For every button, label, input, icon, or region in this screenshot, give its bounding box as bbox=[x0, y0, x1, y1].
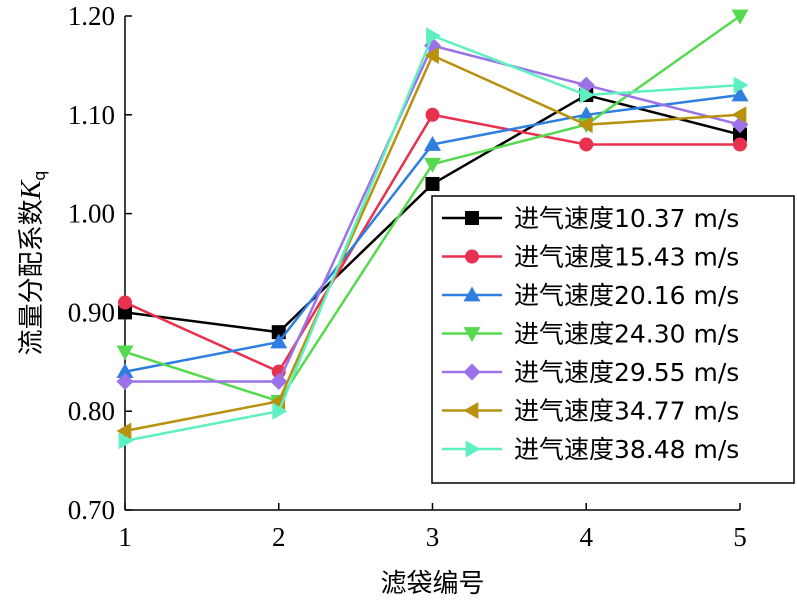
legend-item: 进气速度34.77 m/s bbox=[442, 397, 739, 426]
data-point bbox=[116, 345, 134, 361]
y-axis-title-main: 流量分配系数 bbox=[17, 199, 47, 355]
y-tick-label: 1.20 bbox=[68, 1, 115, 31]
data-point bbox=[118, 305, 132, 320]
x-tick-label: 4 bbox=[580, 522, 594, 552]
y-axis-title-symbol: K bbox=[16, 179, 47, 200]
legend-marker bbox=[465, 440, 481, 458]
data-point bbox=[733, 76, 749, 94]
data-point bbox=[116, 373, 134, 391]
data-point bbox=[577, 116, 593, 134]
legend-label: 进气速度20.16 m/s bbox=[514, 281, 739, 310]
data-point bbox=[116, 363, 134, 379]
data-point bbox=[425, 107, 440, 122]
legend-item: 进气速度24.30 m/s bbox=[442, 320, 739, 349]
data-point bbox=[424, 47, 439, 65]
y-tick-label: 0.70 bbox=[68, 495, 115, 525]
data-point bbox=[270, 373, 288, 391]
data-point bbox=[424, 157, 441, 173]
y-tick-label: 0.90 bbox=[68, 297, 115, 327]
legend-label: 进气速度38.48 m/s bbox=[514, 435, 739, 464]
legend-label: 进气速度34.77 m/s bbox=[514, 397, 739, 426]
data-point bbox=[731, 9, 749, 25]
data-point bbox=[731, 106, 747, 124]
data-point bbox=[118, 295, 132, 310]
legend-marker bbox=[463, 286, 481, 302]
x-tick-label: 5 bbox=[733, 522, 747, 552]
y-tick-label: 1.00 bbox=[68, 199, 115, 229]
series-6 bbox=[116, 47, 747, 440]
data-point bbox=[116, 422, 132, 440]
data-point bbox=[424, 135, 441, 151]
legend-marker bbox=[465, 211, 479, 225]
legend-item: 进气速度10.37 m/s bbox=[442, 204, 739, 233]
legend-marker bbox=[463, 363, 481, 381]
legend-item: 进气速度29.55 m/s bbox=[442, 358, 739, 387]
legend-item: 进气速度20.16 m/s bbox=[442, 281, 739, 310]
legend-marker bbox=[465, 249, 479, 264]
x-axis-title: 滤袋编号 bbox=[380, 569, 484, 599]
data-point bbox=[579, 137, 594, 152]
legend-label: 进气速度10.37 m/s bbox=[514, 204, 739, 233]
series-2 bbox=[118, 107, 747, 379]
series-3 bbox=[116, 86, 749, 379]
data-point bbox=[425, 176, 440, 191]
data-point bbox=[733, 127, 747, 142]
data-point bbox=[118, 432, 134, 450]
legend-marker bbox=[463, 327, 481, 342]
y-axis-title-subscript: q bbox=[30, 171, 49, 181]
axes: 0.70 0.80 0.90 1.00 1.10 1.20 1 2 3 4 5 bbox=[68, 1, 747, 552]
y-axis-title: 流量分配系数Kq bbox=[16, 171, 49, 356]
y-tick-label: 1.10 bbox=[68, 100, 115, 130]
data-point bbox=[272, 402, 288, 420]
x-tick-label: 1 bbox=[118, 522, 132, 552]
legend-label: 进气速度29.55 m/s bbox=[514, 358, 739, 387]
legend-label: 进气速度15.43 m/s bbox=[514, 243, 739, 272]
data-point bbox=[731, 86, 749, 102]
data-point bbox=[733, 137, 747, 152]
data-point bbox=[270, 333, 288, 349]
legend: 进气速度10.37 m/s 进气速度15.43 m/s 进气速度20.16 m/s 进… bbox=[431, 195, 795, 484]
data-point bbox=[426, 27, 441, 45]
x-tick-label: 3 bbox=[426, 522, 440, 552]
series-7 bbox=[118, 27, 749, 450]
legend-box bbox=[431, 195, 795, 484]
series-layer bbox=[116, 9, 749, 450]
legend-item: 进气速度15.43 m/s bbox=[442, 243, 739, 272]
legend-item: 进气速度38.48 m/s bbox=[442, 435, 739, 464]
y-tick-label: 0.80 bbox=[68, 396, 115, 426]
x-tick-label: 2 bbox=[272, 522, 286, 552]
legend-marker bbox=[463, 402, 479, 419]
data-point bbox=[579, 86, 595, 104]
legend-label: 进气速度24.30 m/s bbox=[514, 320, 739, 349]
